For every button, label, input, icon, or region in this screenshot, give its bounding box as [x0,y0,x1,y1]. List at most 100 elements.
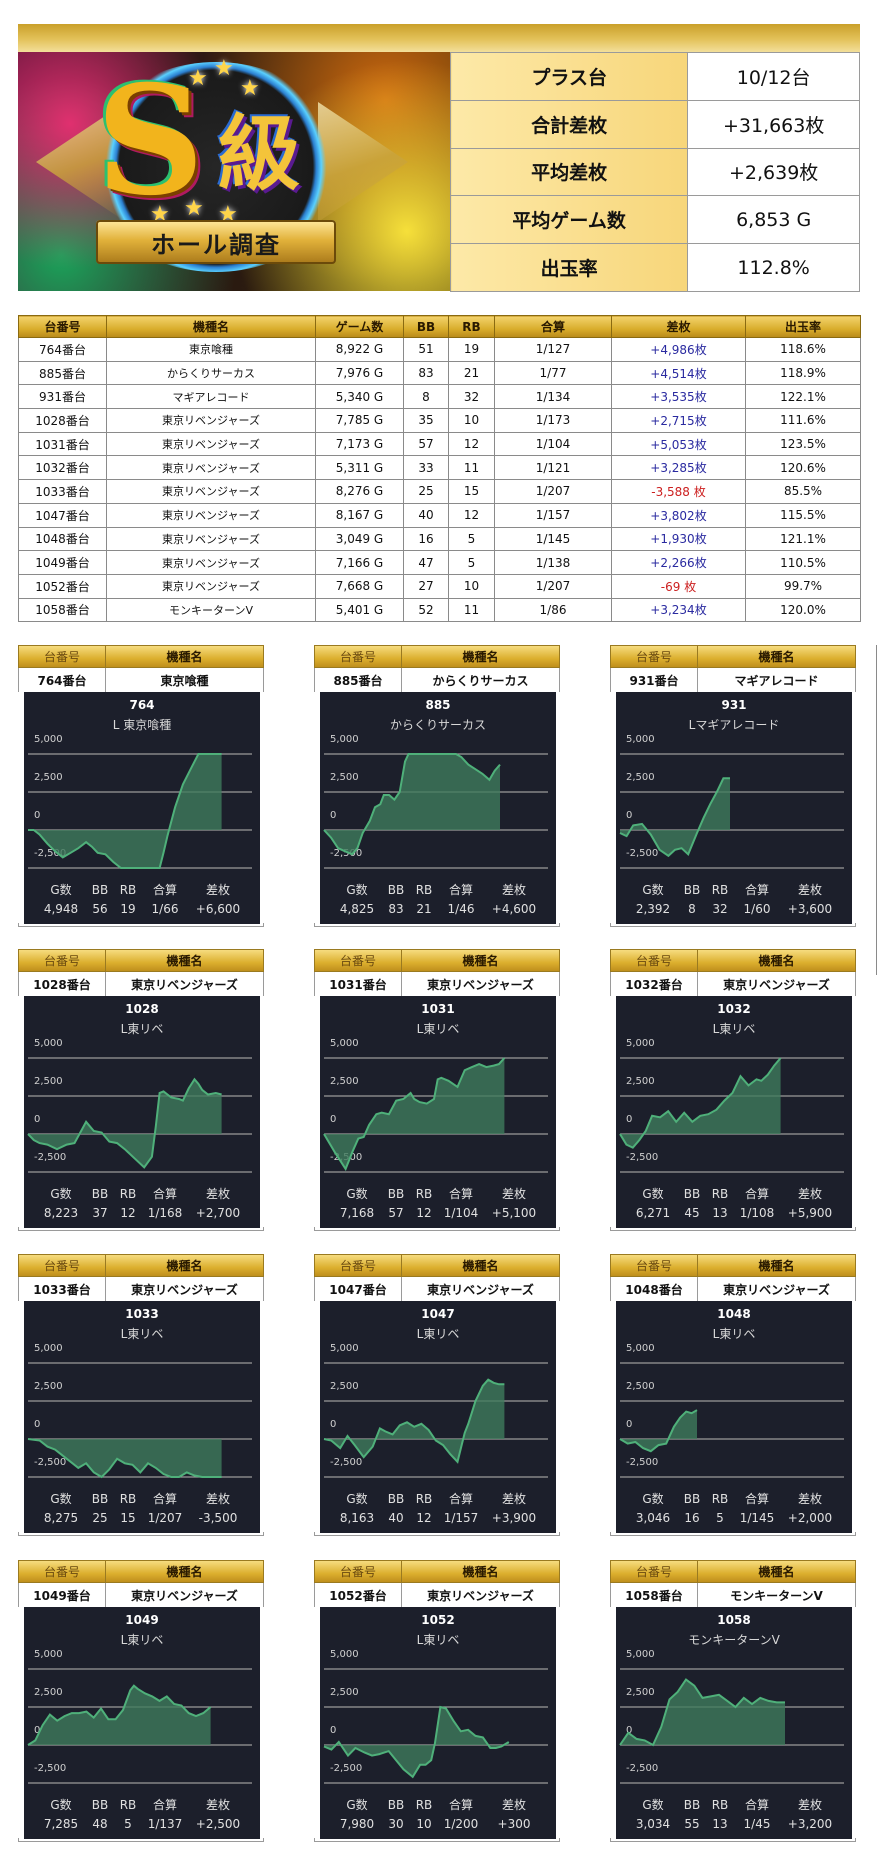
stat-games: 4,948 [43,901,79,916]
cell-rate: 118.6% [745,337,861,362]
card-machine-model: 東京リベンジャーズ [106,1583,264,1607]
y-tick-label: 5,000 [34,1649,63,1660]
y-tick-label: 5,000 [330,1649,359,1660]
stat-diff: +5,100 [491,1205,537,1220]
stat-games: 8,223 [43,1205,79,1220]
stat-games: 6,271 [635,1205,671,1220]
slump-graph [27,1362,252,1479]
card-machine-no: 885番台 [314,668,402,692]
cell-combined: 1/157 [494,502,612,528]
cell-model: マギアレコード [106,384,316,410]
stat-header: 合算 [448,1492,473,1506]
card-corner-right [559,1532,560,1536]
card-header-model: 機種名 [402,645,560,668]
table-row: 1049番台 東京リベンジャーズ 7,166 G 47 5 1/138 +2,266枚 110… [18,550,861,575]
stat-header: 合算 [744,1492,769,1506]
stat-diff: +3,200 [787,1816,833,1831]
stat-header: 差枚 [205,1492,230,1506]
summary-row: 出玉率 112.8% [449,243,860,292]
card-corner-left [314,1532,315,1536]
card-bottom-border [610,926,856,927]
graph-stats: G数 BB RB 合算 差枚 4,948 56 19 1/66 +6,600 [24,880,260,918]
stat-diff: +6,600 [195,901,241,916]
y-tick-label: 2,500 [330,772,359,783]
card-corner-left [610,1838,611,1842]
cell-no: 1048番台 [18,526,107,552]
cell-bb: 83 [403,360,449,386]
stat-header: BB [387,882,405,897]
slump-graph [323,1668,548,1784]
stat-combined: 1/200 [443,1816,479,1831]
graph-title: 1047 [421,1307,455,1321]
y-tick-label: 2,500 [330,1687,359,1698]
graph-stats: G数 BB RB 合算 差枚 7,980 30 10 1/200 +300 [320,1795,556,1833]
cell-rb: 12 [448,502,495,528]
summary-value: +31,663枚 [687,99,860,149]
stat-bb: 30 [388,1816,404,1831]
stat-games: 4,825 [339,901,375,916]
stat-bb: 16 [684,1510,700,1525]
card-corner-left [18,1227,19,1231]
y-tick-label: 0 [330,810,337,821]
graph-subtitle: L東リベ [416,1633,460,1647]
card-header-no: 台番号 [18,949,106,972]
card-machine-model: 東京リベンジャーズ [106,1277,264,1301]
table-row: 1058番台 モンキーターンV 5,401 G 52 11 1/86 +3,234枚 120.… [18,597,861,623]
stat-header: BB [683,1186,701,1201]
cell-games: 7,668 G [315,573,404,599]
summary-value: 10/12台 [687,52,860,101]
stat-combined: 1/104 [443,1205,479,1220]
table-row: 1052番台 東京リベンジャーズ 7,668 G 27 10 1/207 -69 枚 99.7… [18,573,861,599]
column-header: 差枚 [611,315,746,338]
stat-rb: 10 [416,1816,432,1831]
card-bottom-border [314,1841,560,1842]
graph-stats: G数 BB RB 合算 差枚 8,223 37 12 1/168 +2,700 [24,1184,260,1222]
slump-graph [323,753,548,869]
y-tick-label: 5,000 [626,734,655,745]
cell-diff: +1,930枚 [611,526,746,552]
cell-rate: 115.5% [745,502,861,528]
card-corner-right [263,1838,264,1842]
y-tick-label: 2,500 [34,1381,63,1392]
card-header-model: 機種名 [402,949,560,972]
cell-rb: 21 [448,360,495,386]
stat-header: G数 [346,883,368,897]
slump-graph-panel: 1058 モンキーターンV 5,000 2,500 0 -2,500 G数 BB… [616,1607,852,1839]
cell-model: 東京リベンジャーズ [106,502,316,528]
banner-ribbon-text: ホール調査 [151,230,281,259]
stat-header: 合算 [152,1492,177,1506]
cell-games: 8,922 G [315,337,404,362]
cell-bb: 8 [403,384,449,410]
summary-row: 平均差枚 +2,639枚 [449,147,860,197]
stat-games: 8,163 [339,1510,375,1525]
cell-no: 1031番台 [18,431,107,457]
star-icon: ★ [214,56,234,81]
stat-header: RB [711,882,729,897]
banner-kyu-text: 級 [218,107,301,202]
cell-diff: +3,802枚 [611,502,746,528]
card-corner-right [855,1838,856,1842]
slump-graph-panel: 885 からくりサーカス 5,000 2,500 0 -2,500 G数 BB … [320,692,556,924]
cell-games: 3,049 G [315,526,404,552]
cell-bb: 25 [403,479,449,504]
y-tick-label: 0 [330,1725,337,1736]
cell-combined: 1/138 [494,550,612,575]
slump-graph-panel: 1047 L東リベ 5,000 2,500 0 -2,500 G数 BB RB … [320,1301,556,1533]
stat-header: 合算 [152,1798,177,1812]
card-corner-right [855,923,856,927]
y-tick-label: 0 [330,1419,337,1430]
summary-row: 平均ゲーム数 6,853 G [449,195,860,245]
machine-card: 台番号 機種名 1047番台 東京リベンジャーズ 1047 L東リベ 5,000… [314,1254,560,1540]
card-corner-right [559,923,560,927]
cell-bb: 51 [403,337,449,362]
card-header-no: 台番号 [18,1254,106,1277]
cell-rb: 5 [448,550,495,575]
column-header: BB [403,315,449,338]
card-bottom-border [610,1230,856,1231]
slump-graph [619,753,844,869]
stat-bb: 48 [92,1816,108,1831]
cell-bb: 27 [403,573,449,599]
machine-card: 台番号 機種名 1048番台 東京リベンジャーズ 1048 L東リベ 5,000… [610,1254,856,1540]
stat-header: 差枚 [797,1798,822,1812]
